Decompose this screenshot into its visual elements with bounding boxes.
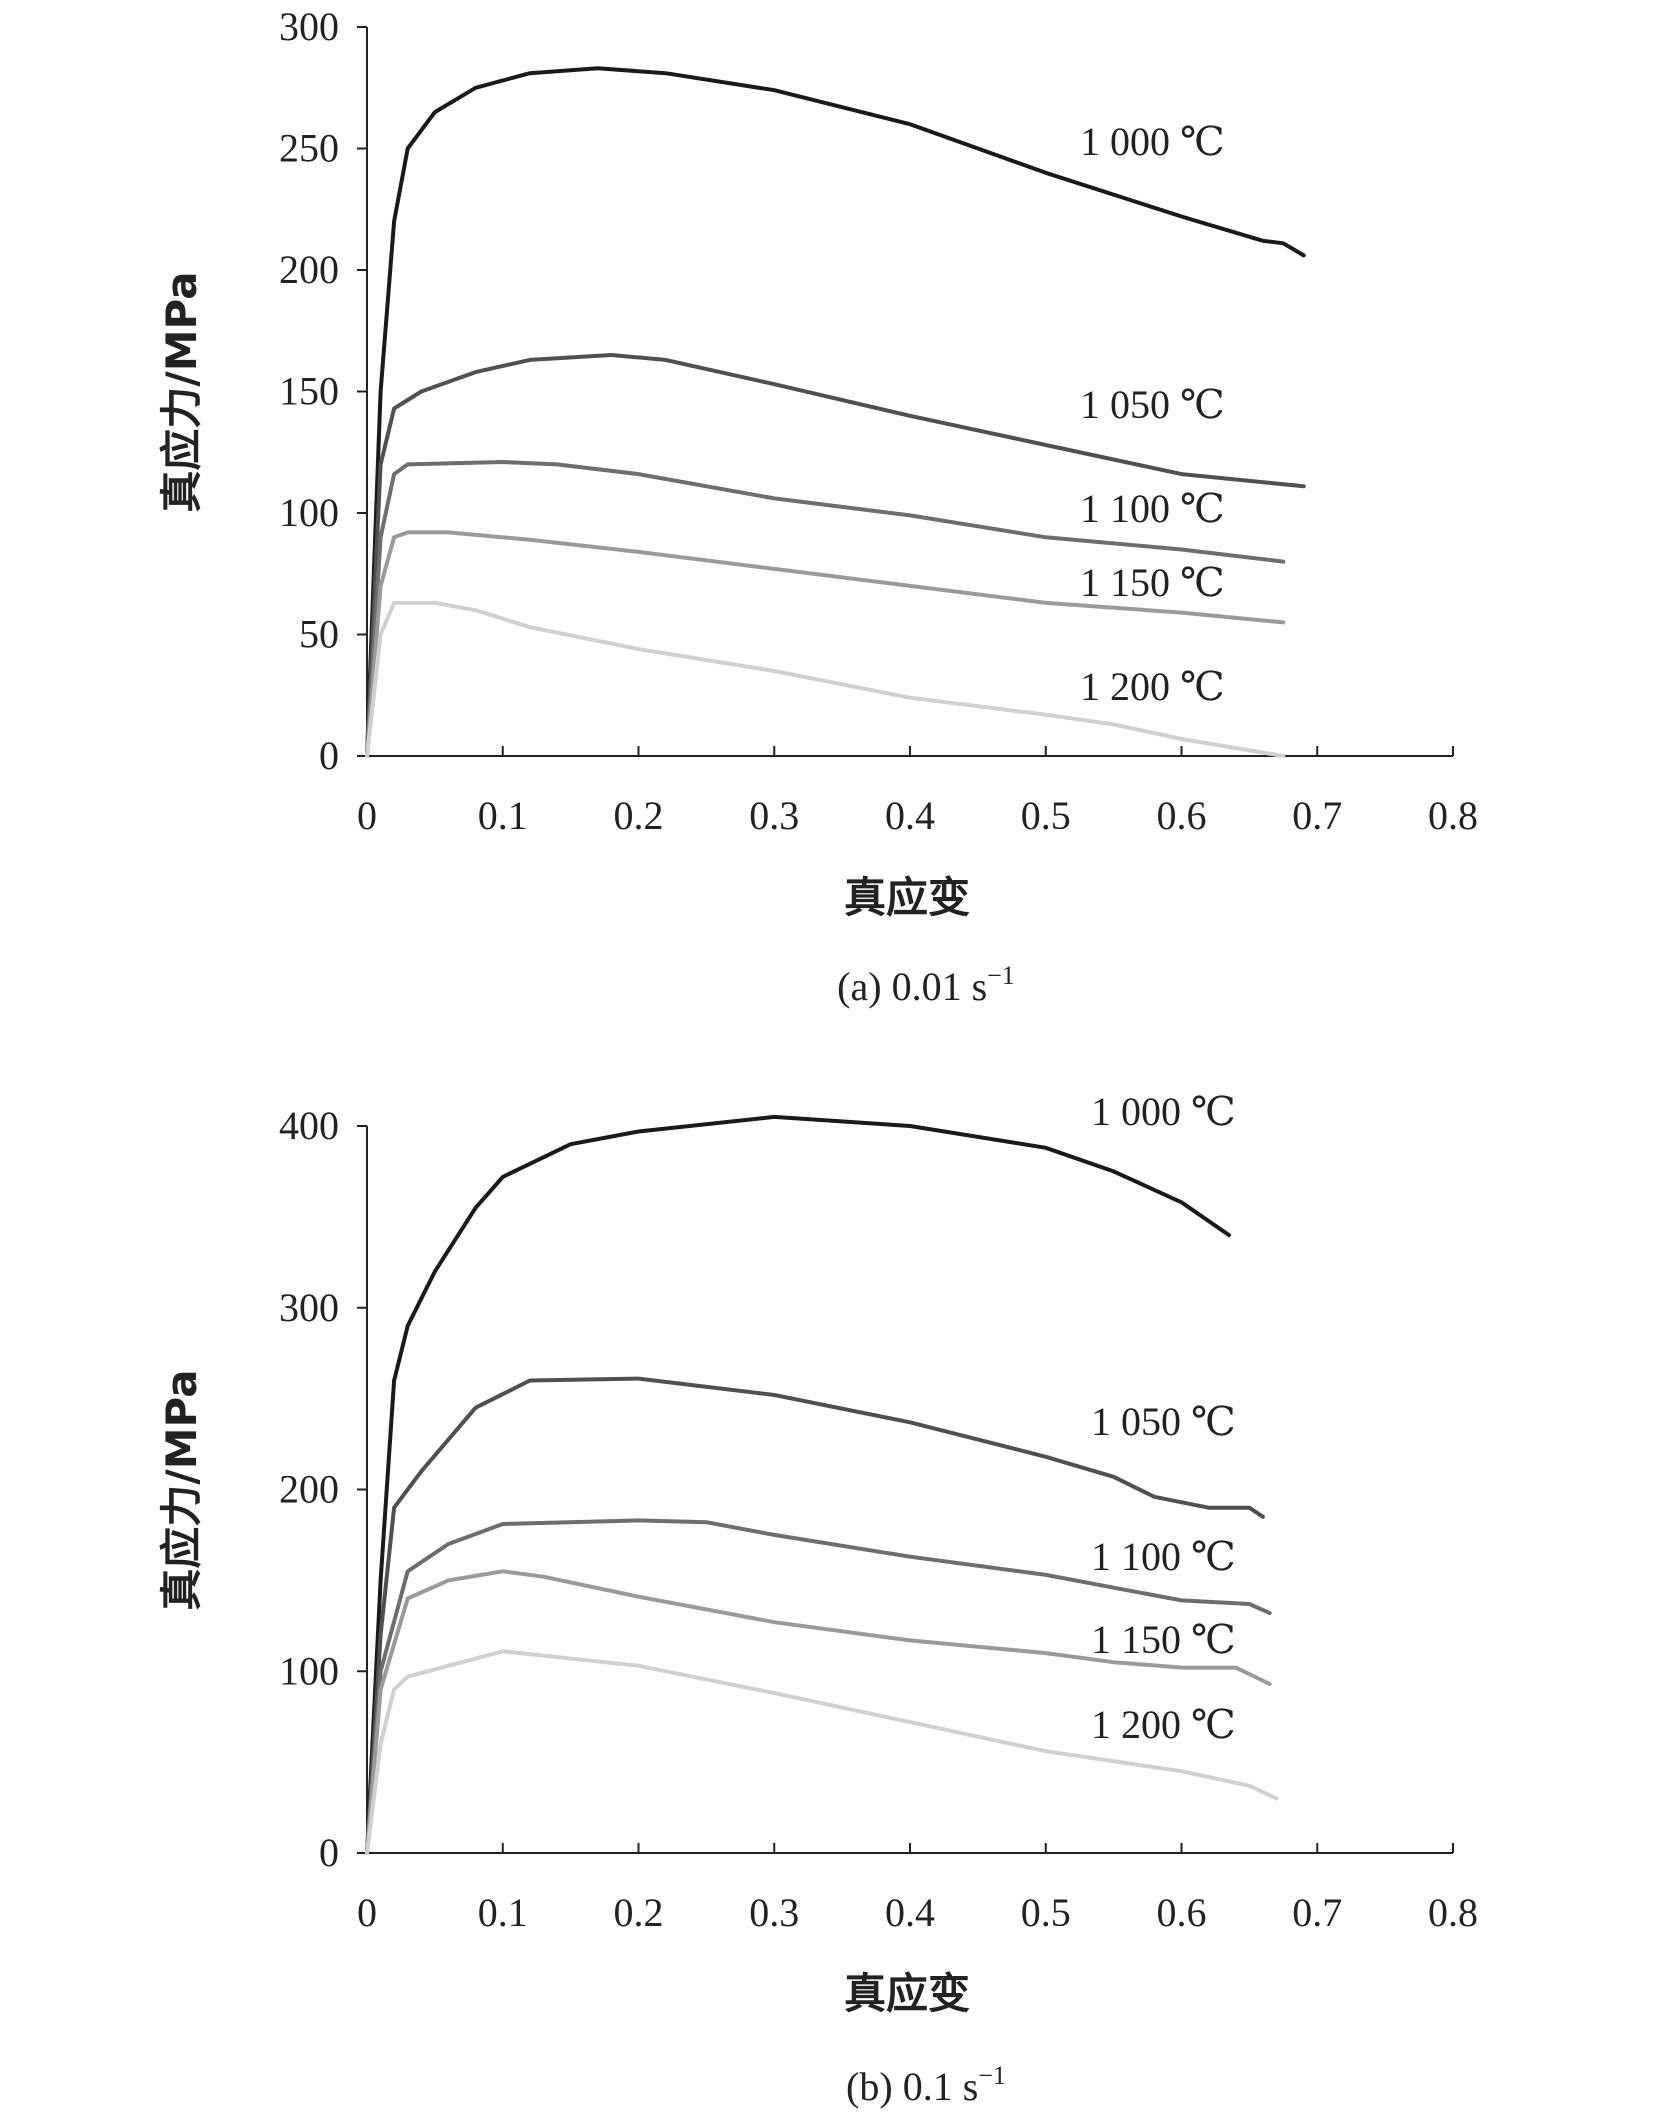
chart-a: 0 50 100 150 200 250 300 0 0.1 0.2 0.3 0.4 0.5 0.6 0.7… bbox=[157, 4, 1478, 1009]
y-tick-label: 300 bbox=[279, 4, 339, 49]
y-tick-label: 400 bbox=[279, 1103, 339, 1148]
x-tick-label: 0.3 bbox=[749, 1890, 799, 1935]
series-line bbox=[365, 1376, 1265, 1855]
x-tick-label: 0.7 bbox=[1292, 1890, 1342, 1935]
caption-text: (b) 0.1 s bbox=[846, 2064, 978, 2109]
y-tick-label: 100 bbox=[279, 490, 339, 535]
series-label: 1 150 ℃ bbox=[1080, 560, 1225, 605]
series-label: 1 200 ℃ bbox=[1091, 1702, 1236, 1747]
series-line bbox=[365, 600, 1286, 758]
x-tick-label: 0.5 bbox=[1021, 1890, 1071, 1935]
y-tick-label: 300 bbox=[279, 1285, 339, 1330]
x-tick-label: 0.2 bbox=[614, 1890, 664, 1935]
series-line bbox=[365, 66, 1306, 758]
x-tick-label: 0.8 bbox=[1428, 793, 1478, 838]
y-tick-label: 150 bbox=[279, 369, 339, 414]
series-line bbox=[365, 1114, 1231, 1855]
y-axis-title: 真应力/MPa bbox=[157, 1369, 206, 1610]
series-label: 1 100 ℃ bbox=[1080, 486, 1225, 531]
x-tick-label: 0.8 bbox=[1428, 1890, 1478, 1935]
series-label: 1 100 ℃ bbox=[1091, 1534, 1236, 1579]
x-tick-label: 0.5 bbox=[1021, 793, 1071, 838]
series-label: 1 150 ℃ bbox=[1091, 1617, 1236, 1662]
x-tick-label: 0.6 bbox=[1157, 793, 1207, 838]
series-label: 1 200 ℃ bbox=[1080, 664, 1225, 709]
series-label: 1 050 ℃ bbox=[1091, 1399, 1236, 1444]
x-tick-label: 0.2 bbox=[614, 793, 664, 838]
x-tick-label: 0.7 bbox=[1292, 793, 1342, 838]
caption-superscript: −1 bbox=[978, 2061, 1006, 2090]
y-tick-label: 0 bbox=[319, 733, 339, 778]
x-tick-label: 0.4 bbox=[885, 793, 935, 838]
x-tick-label: 0.4 bbox=[885, 1890, 935, 1935]
caption-text: (a) 0.01 s bbox=[837, 964, 987, 1009]
x-tick-label: 0.1 bbox=[478, 1890, 528, 1935]
caption-superscript: −1 bbox=[987, 961, 1015, 990]
x-tick-label: 0 bbox=[357, 793, 377, 838]
y-tick-label: 200 bbox=[279, 1467, 339, 1512]
chart-caption: (b) 0.1 s−1 bbox=[846, 2061, 1006, 2109]
x-tick-label: 0.6 bbox=[1157, 1890, 1207, 1935]
x-axis-title: 真应变 bbox=[844, 873, 970, 922]
x-tick-label: 0 bbox=[357, 1890, 377, 1935]
series-line bbox=[365, 1569, 1272, 1855]
chart-caption: (a) 0.01 s−1 bbox=[837, 961, 1015, 1009]
series-line bbox=[365, 460, 1286, 758]
x-tick-label: 0.1 bbox=[478, 793, 528, 838]
y-tick-label: 200 bbox=[279, 247, 339, 292]
series-line bbox=[365, 353, 1306, 758]
y-tick-label: 0 bbox=[319, 1830, 339, 1875]
series-line bbox=[365, 1649, 1279, 1855]
y-tick-label: 50 bbox=[299, 612, 339, 657]
x-tick-label: 0.3 bbox=[749, 793, 799, 838]
y-tick-label: 250 bbox=[279, 126, 339, 171]
series-label: 1 000 ℃ bbox=[1091, 1089, 1236, 1134]
series-line bbox=[365, 530, 1286, 758]
chart-b: 0 100 200 300 400 0 0.1 0.2 0.3 0.4 0.5 0.6 0.7 0.8 1 … bbox=[157, 1089, 1478, 2109]
series-label: 1 050 ℃ bbox=[1080, 382, 1225, 427]
y-axis-title: 真应力/MPa bbox=[157, 271, 206, 512]
x-axis-title: 真应变 bbox=[844, 1969, 970, 2018]
series-line bbox=[365, 1518, 1272, 1855]
y-tick-label: 100 bbox=[279, 1648, 339, 1693]
series-label: 1 000 ℃ bbox=[1080, 119, 1225, 164]
